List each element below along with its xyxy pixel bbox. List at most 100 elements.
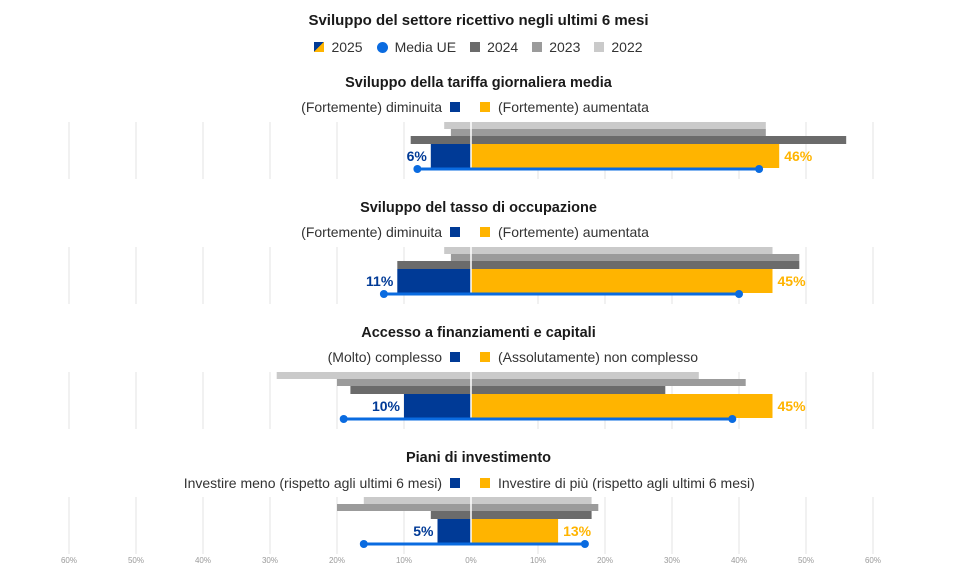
square-icon: [480, 102, 490, 112]
square-icon: [450, 352, 460, 362]
square-icon: [480, 227, 490, 237]
bar-2025-positive: [471, 519, 559, 543]
x-tick-label: 40%: [195, 556, 211, 565]
x-tick-label: 60%: [865, 556, 881, 565]
legend-item-2025: 2025: [314, 39, 363, 55]
bar-2024-negative: [350, 386, 471, 394]
legend-item-2023: 2023: [532, 39, 580, 55]
negative-label: Investire meno (rispetto agli ultimi 6 m…: [183, 475, 442, 491]
bar-2023-negative: [450, 254, 471, 261]
data-label-negative: 6%: [407, 148, 428, 164]
data-label-positive: 13%: [563, 523, 592, 539]
data-label-positive: 45%: [778, 398, 807, 414]
square-icon: [594, 42, 605, 52]
panel-legend: Investire meno (rispetto agli ultimi 6 m…: [0, 475, 957, 491]
bar-2022-positive: [471, 247, 773, 254]
bar-2022-negative: [276, 372, 471, 379]
data-label-negative: 11%: [366, 273, 394, 289]
eu-average-dot-positive: [728, 415, 737, 423]
eu-average-dot-negative: [413, 165, 422, 173]
bar-2022-negative: [363, 497, 471, 504]
square-icon: [480, 352, 490, 362]
panel-title: Sviluppo della tariffa giornaliera media: [345, 75, 612, 91]
x-tick-label: 10%: [396, 556, 412, 565]
bar-2022-negative: [444, 247, 471, 254]
bar-2023-positive: [471, 504, 599, 511]
bar-2025-negative: [397, 269, 471, 293]
bar-2023-negative: [337, 504, 471, 511]
legend-label: 2023: [549, 39, 581, 55]
bar-2024-negative: [430, 511, 471, 519]
legend-item-2022: 2022: [594, 39, 643, 55]
x-tick-label: 60%: [61, 556, 77, 565]
negative-label: (Fortemente) diminuita: [301, 224, 442, 240]
legend-label: 2025: [331, 39, 363, 55]
legend-label: Media UE: [394, 39, 457, 55]
panel-legend: (Fortemente) diminuita (Fortemente) aume…: [0, 224, 957, 240]
x-tick-label: 50%: [798, 556, 814, 565]
x-tick-label: 30%: [262, 556, 278, 565]
data-label-positive: 45%: [778, 273, 807, 289]
eu-average-dot-negative: [359, 540, 368, 548]
bar-2024-positive: [471, 136, 847, 144]
bar-2023-negative: [337, 379, 471, 386]
panel-legend: (Fortemente) diminuita (Fortemente) aume…: [0, 99, 957, 115]
square-icon: [450, 227, 460, 237]
bar-2022-positive: [471, 372, 699, 379]
bar-2022-positive: [471, 122, 766, 129]
square-icon: [450, 102, 460, 112]
square-icon: [450, 478, 460, 488]
main-legend: 2025 Media UE 2024 2023 2022: [0, 39, 957, 55]
dot-icon: [376, 41, 388, 53]
positive-label: (Fortemente) aumentata: [498, 224, 649, 240]
data-label-positive: 46%: [784, 148, 813, 164]
x-tick-label: 10%: [530, 556, 546, 565]
bar-2025-positive: [471, 269, 773, 293]
data-label-negative: 10%: [372, 398, 401, 414]
legend-item-eu: Media UE: [376, 39, 457, 55]
positive-label: Investire di più (rispetto agli ultimi 6…: [498, 475, 755, 491]
split-square-icon: [314, 42, 325, 52]
bar-2024-positive: [471, 261, 800, 269]
eu-average-dot-positive: [755, 165, 764, 173]
eu-average-dot-positive: [580, 540, 589, 548]
data-label-negative: 5%: [413, 523, 434, 539]
legend-item-2024: 2024: [470, 39, 518, 55]
negative-label: (Molto) complesso: [327, 349, 442, 365]
panel-legend: (Molto) complesso (Assolutamente) non co…: [0, 349, 957, 365]
square-icon: [480, 478, 490, 488]
bar-2023-positive: [471, 379, 746, 386]
eu-average-dot-positive: [735, 290, 743, 298]
bar-2024-positive: [471, 386, 666, 394]
positive-label: (Fortemente) aumentata: [498, 99, 649, 115]
panel-title: Accesso a finanziamenti e capitali: [361, 325, 596, 341]
bar-2022-positive: [471, 497, 592, 504]
positive-label: (Assolutamente) non complesso: [498, 349, 698, 365]
x-tick-label: 0%: [465, 556, 477, 565]
bar-2025-positive: [471, 144, 780, 168]
x-tick-label: 20%: [597, 556, 613, 565]
bar-2025-negative: [437, 519, 471, 543]
eu-average-dot-negative: [339, 415, 348, 423]
chart-title: Sviluppo del settore ricettivo negli ult…: [308, 12, 649, 29]
x-tick-label: 40%: [731, 556, 747, 565]
bar-2023-negative: [450, 129, 471, 136]
bar-2025-negative: [404, 394, 471, 418]
panel-title: Sviluppo del tasso di occupazione: [360, 200, 597, 216]
bar-2024-negative: [410, 136, 471, 144]
negative-label: (Fortemente) diminuita: [301, 99, 442, 115]
square-icon: [470, 42, 481, 52]
x-tick-label: 50%: [128, 556, 144, 565]
legend-label: 2024: [487, 39, 519, 55]
bar-2024-negative: [397, 261, 471, 269]
eu-average-dot-negative: [379, 290, 388, 298]
bar-2023-positive: [471, 129, 766, 136]
x-tick-label: 20%: [329, 556, 345, 565]
bar-2024-positive: [471, 511, 592, 519]
legend-label: 2022: [611, 39, 643, 55]
panel-title: Piani di investimento: [405, 450, 552, 466]
bar-2022-negative: [444, 122, 471, 129]
bar-2023-positive: [471, 254, 800, 261]
x-tick-label: 30%: [664, 556, 680, 565]
